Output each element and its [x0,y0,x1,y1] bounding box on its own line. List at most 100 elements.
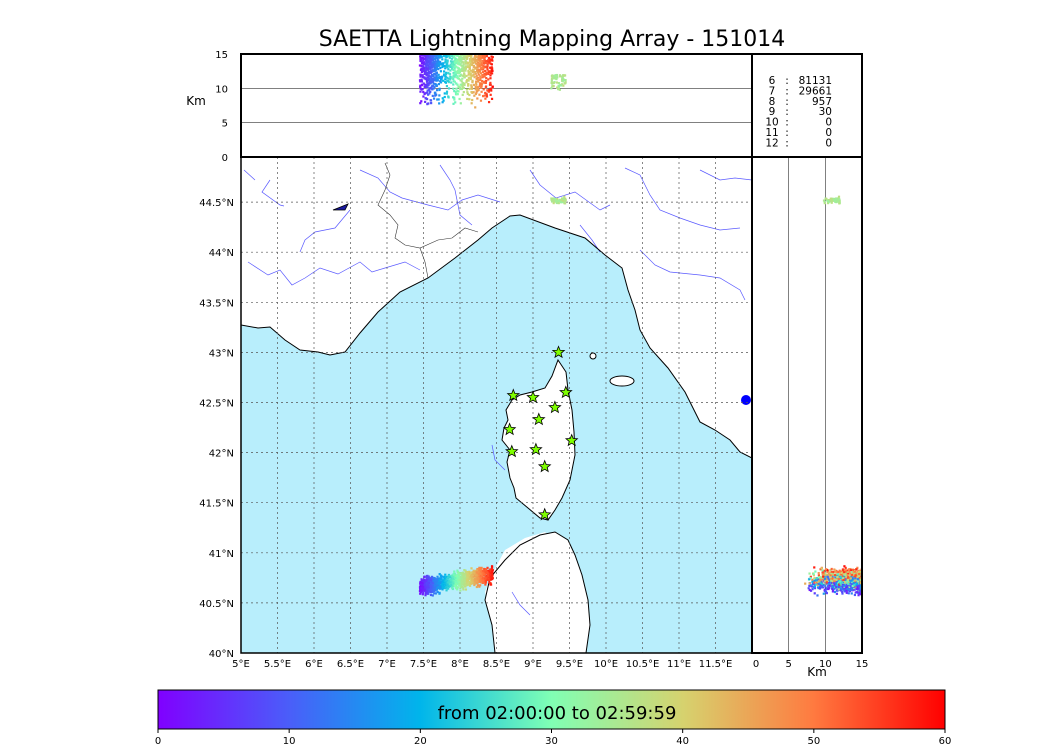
altitude-lon-point [442,62,445,65]
altitude-lon-point [453,67,456,70]
altitude-lat-point [851,580,854,583]
altitude-lon-point [458,72,461,75]
altitude-lat-point [850,586,853,589]
altitude-lat-point [815,578,818,582]
altitude-lat-point [819,585,822,589]
altitude-lon-point [560,84,563,87]
altitude-lon-point [491,85,494,88]
altitude-lon-point [456,89,459,93]
altitude-lat-point [814,583,817,586]
altitude-lat-point [819,583,822,586]
altitude-lon-point [482,95,485,98]
altitude-lat-point [834,569,837,572]
altitude-lat-point [841,590,844,594]
altitude-lat-point [831,588,835,591]
lightning-point [452,585,455,588]
lightning-point [460,575,464,578]
altitude-lat-point [855,582,858,585]
altitude-lon-point [429,61,432,64]
altitude-lat-point [825,573,828,576]
altitude-lat-point [833,578,836,581]
lake-geneva [332,203,349,211]
altitude-lon-point [470,75,473,78]
altitude-lat-point [853,572,857,575]
rivers [243,164,752,616]
altitude-lon-point [445,61,448,64]
lightning-point [479,568,482,571]
altitude-lon-point [479,72,482,75]
altitude-lon-point [452,68,455,71]
lightning-point [448,582,452,585]
altitude-lat-point [831,590,835,593]
altitude-lon-point [475,74,478,77]
altitude-lon-point [461,60,464,63]
altitude-lat-point [809,576,812,580]
altitude-lon-point [434,63,437,67]
lightning-point [447,584,450,588]
map-x-tick-label: 11°E [667,659,691,670]
lightning-point [474,580,478,583]
lightning-point [479,574,482,577]
altitude-lat-point [830,201,833,204]
lightning-point [455,578,458,581]
altitude-lon-point [462,90,465,94]
altitude-lon-point [453,80,456,83]
altitude-lat-point [824,591,828,594]
lightning-point [434,580,437,583]
altitude-lat-point [857,585,860,588]
altitude-lon-point [443,64,446,68]
lightning-point [550,197,553,200]
altitude-lon-point [452,80,455,83]
lightning-point [462,588,465,591]
lightning-point [426,579,430,583]
lightning-point [425,579,428,583]
altitude-lat-point [841,592,844,595]
altitude-lon-point [459,73,463,76]
altitude-lat-point [827,199,830,203]
altitude-lon-point [427,70,431,73]
altitude-lon-point [484,60,488,63]
altitude-lon-points [418,54,567,109]
lightning-point [473,583,476,587]
lightning-point [463,578,466,582]
altitude-lat-point [826,575,829,578]
map-y-tick-label: 41.5°N [199,499,234,510]
altitude-lon-point [426,68,429,71]
altitude-lon-point [454,90,457,94]
map-y-tick-label: 44.5°N [199,198,234,209]
altitude-lon-point [482,65,485,68]
lightning-point [465,572,468,575]
altitude-lon-point [439,80,442,83]
lightning-point [456,574,459,577]
lightning-point [426,587,429,590]
altitude-lon-point [454,62,458,65]
altitude-lon-point [436,64,440,68]
altitude-lat-point [837,195,841,198]
altitude-lat-point [804,582,807,585]
altitude-lon-point [550,81,553,84]
altitude-lat-point [856,572,859,575]
altitude-lon-point [465,74,468,78]
altitude-lon-point [426,59,429,62]
altitude-lon-point [455,87,458,90]
altitude-lon-point [482,88,485,91]
altitude-lat-point [820,584,824,588]
lightning-point [444,584,447,587]
altitude-lon-point [479,82,482,86]
map-x-tick-label: 6.5°E [337,659,364,670]
lightning-point [465,582,468,585]
altitude-lon-point [466,56,469,59]
altitude-lon-point [482,62,486,65]
lightning-point [436,590,439,594]
altitude-lon-point [470,102,473,105]
altitude-lat-point [822,199,826,202]
altitude-lon-point [468,54,471,57]
lightning-point [473,572,476,575]
altitude-lon-point [427,67,430,70]
altitude-lon-point [476,97,479,100]
altitude-lon-point [431,80,434,83]
altitude-lat-point [858,586,862,589]
lightning-point [476,584,480,587]
altitude-lon-point [454,70,457,73]
altitude-lon-point [420,74,423,77]
